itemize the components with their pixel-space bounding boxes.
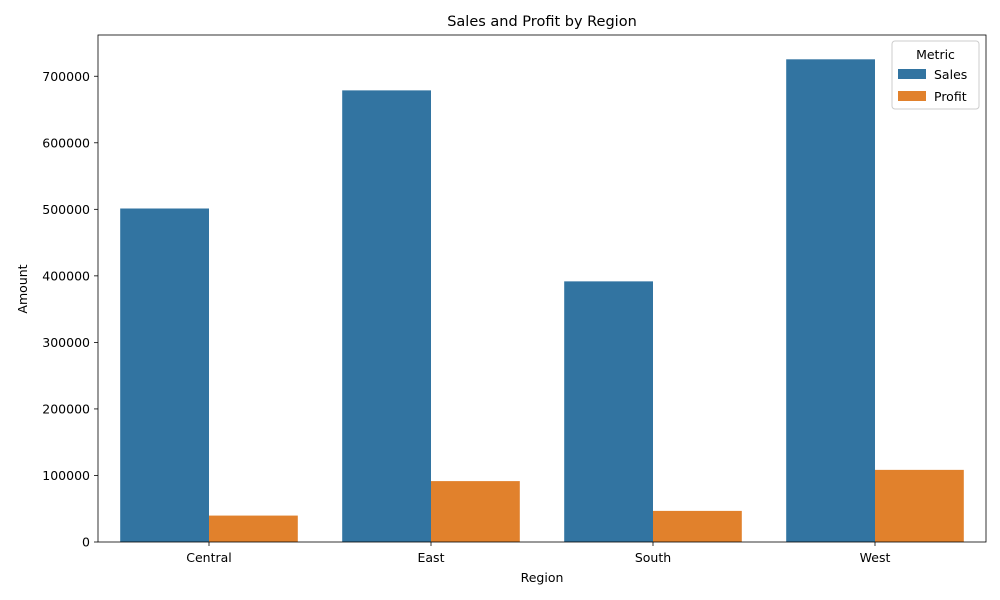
legend-label-sales: Sales: [934, 67, 967, 82]
y-tick-label-100000: 100000: [42, 468, 90, 483]
y-tick-label-500000: 500000: [42, 202, 90, 217]
y-tick-label-0: 0: [82, 535, 90, 550]
y-tick-label-300000: 300000: [42, 335, 90, 350]
x-tick-label-east: East: [418, 550, 445, 565]
x-tick-label-west: West: [860, 550, 891, 565]
legend-swatch-sales: [898, 69, 926, 79]
plot-frame: [97, 34, 987, 543]
bars-group: [120, 59, 964, 543]
y-tick-label-600000: 600000: [42, 135, 90, 150]
chart-title: Sales and Profit by Region: [447, 14, 637, 30]
y-tick-label-200000: 200000: [42, 401, 90, 416]
x-tick-label-central: Central: [186, 550, 232, 565]
bar-profit-west: [875, 469, 964, 542]
bar-sales-south: [564, 281, 653, 542]
bar-profit-south: [653, 510, 742, 542]
bar-profit-central: [209, 515, 298, 542]
bar-profit-east: [431, 481, 520, 542]
legend-label-profit: Profit: [934, 89, 967, 104]
bar-sales-east: [342, 90, 431, 543]
axes-group: Central East South West 0 100000 200000 300000 4…: [42, 34, 987, 565]
legend-swatch-profit: [898, 91, 926, 101]
y-tick-label-400000: 400000: [42, 268, 90, 283]
y-axis-label: Amount: [15, 264, 30, 313]
x-tick-label-south: South: [635, 550, 671, 565]
legend: Metric Sales Profit: [891, 40, 980, 110]
bar-sales-west: [786, 59, 875, 542]
bar-sales-central: [120, 208, 209, 542]
y-tick-label-700000: 700000: [42, 69, 90, 84]
x-axis-label: Region: [521, 570, 564, 585]
legend-title: Metric: [916, 47, 955, 62]
